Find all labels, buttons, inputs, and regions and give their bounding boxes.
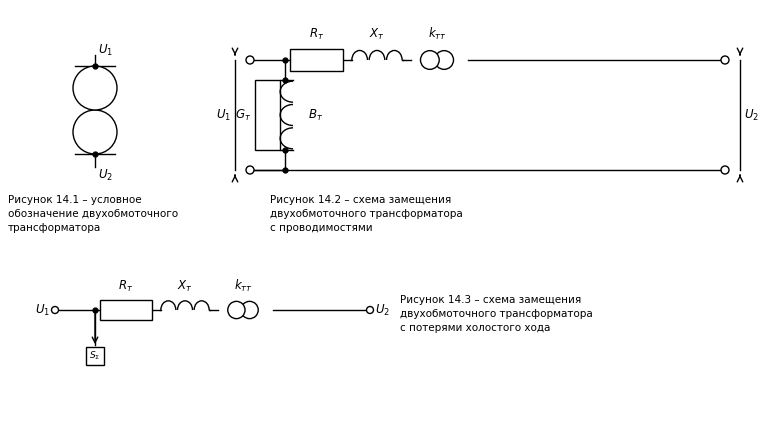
Circle shape: [435, 51, 454, 70]
Text: $U_1$: $U_1$: [98, 42, 113, 58]
Text: $U_1$: $U_1$: [35, 302, 50, 318]
Text: $U_2$: $U_2$: [98, 167, 113, 182]
Text: $k_{тт}$: $k_{тт}$: [234, 278, 253, 294]
Text: $S_\Sigma$: $S_\Sigma$: [89, 350, 101, 362]
Text: $k_{тт}$: $k_{тт}$: [428, 26, 447, 42]
Bar: [255, 80, 280, 150]
Text: Рисунок 14.3 – схема замещения
двухобмоточного трансформатора
с потерями холосто: Рисунок 14.3 – схема замещения двухобмот…: [400, 295, 593, 333]
Text: $G_т$: $G_т$: [235, 107, 251, 123]
Text: $X_т$: $X_т$: [369, 27, 385, 42]
Circle shape: [73, 110, 117, 154]
Text: $U_1$: $U_1$: [216, 107, 231, 123]
Circle shape: [246, 56, 254, 64]
Text: Рисунок 14.2 – схема замещения
двухобмоточного трансформатора
с проводимостями: Рисунок 14.2 – схема замещения двухобмот…: [270, 195, 463, 233]
Circle shape: [367, 306, 374, 314]
Circle shape: [246, 166, 254, 174]
Circle shape: [228, 301, 245, 318]
Circle shape: [721, 56, 729, 64]
Circle shape: [721, 166, 729, 174]
Circle shape: [73, 66, 117, 110]
Text: $U_2$: $U_2$: [375, 302, 390, 318]
Text: $X_т$: $X_т$: [178, 279, 193, 294]
Bar: [290, 49, 343, 71]
Circle shape: [421, 51, 439, 70]
Text: $R_т$: $R_т$: [118, 279, 134, 294]
Bar: [86, 347, 104, 365]
Circle shape: [241, 301, 258, 318]
Bar: [100, 300, 152, 320]
Text: $U_2$: $U_2$: [744, 107, 759, 123]
Text: $R_т$: $R_т$: [309, 27, 324, 42]
Text: $B_т$: $B_т$: [308, 107, 323, 123]
Circle shape: [52, 306, 59, 314]
Text: Рисунок 14.1 – условное
обозначение двухобмоточного
трансформатора: Рисунок 14.1 – условное обозначение двух…: [8, 195, 178, 233]
